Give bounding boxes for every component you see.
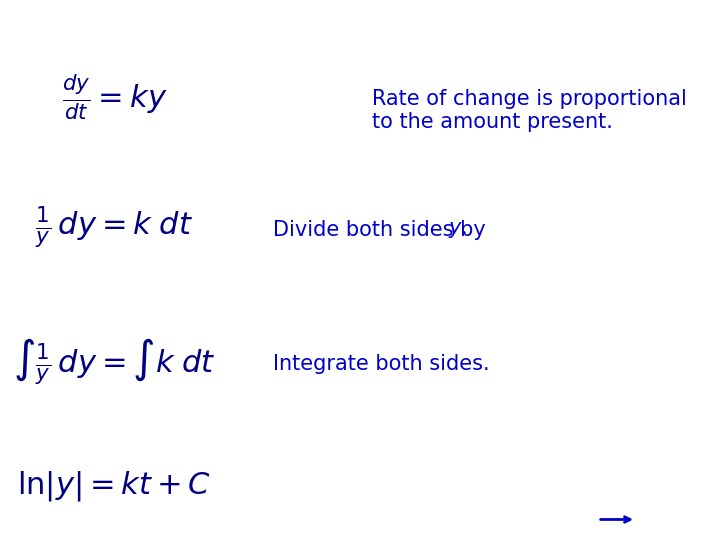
Text: $\frac{1}{y}\,dy = k\;dt$: $\frac{1}{y}\,dy = k\;dt$ <box>35 204 194 249</box>
Text: Integrate both sides.: Integrate both sides. <box>274 354 490 375</box>
Text: $\ln|y| = kt + C$: $\ln|y| = kt + C$ <box>17 469 212 503</box>
Text: $y$.: $y$. <box>449 219 468 240</box>
Text: Rate of change is proportional
to the amount present.: Rate of change is proportional to the am… <box>372 89 687 132</box>
Text: $\frac{dy}{dt} = ky$: $\frac{dy}{dt} = ky$ <box>62 72 167 122</box>
Text: $\int\frac{1}{y}\,dy = \int k\;dt$: $\int\frac{1}{y}\,dy = \int k\;dt$ <box>13 336 215 387</box>
Text: Divide both sides by: Divide both sides by <box>274 219 492 240</box>
